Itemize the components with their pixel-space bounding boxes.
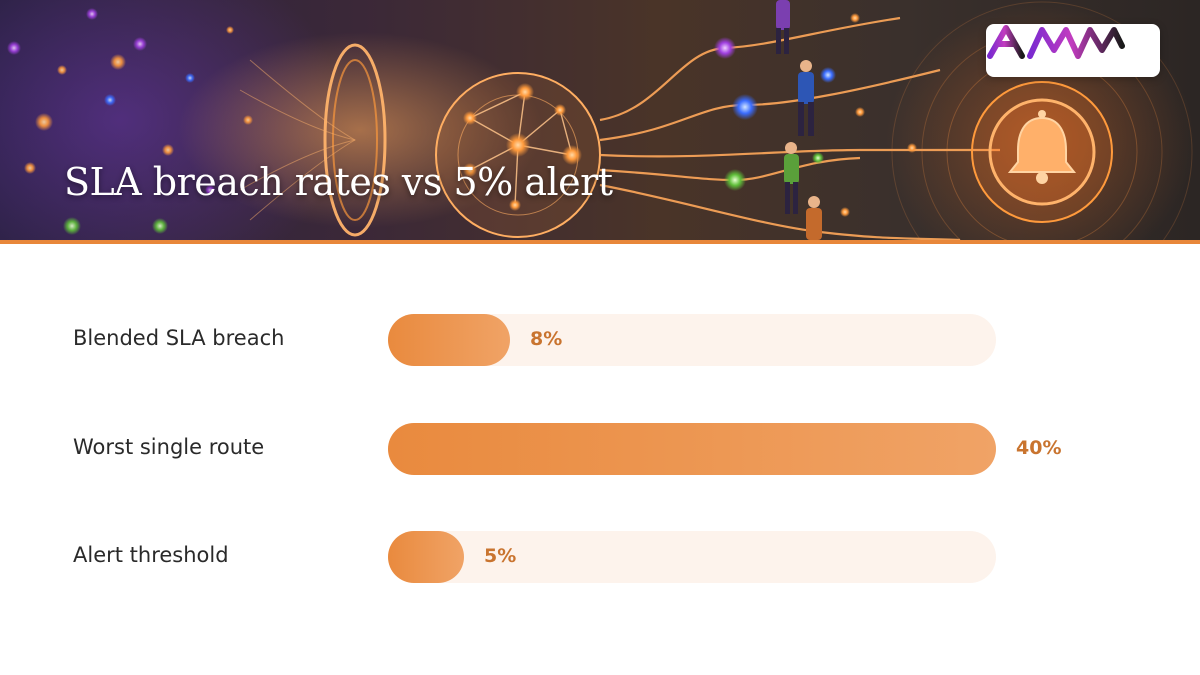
bar-row: Alert threshold 5% bbox=[0, 531, 1200, 583]
banner-illustration bbox=[7, 0, 1193, 240]
bar-label: Worst single route bbox=[73, 435, 265, 459]
bar-fill bbox=[388, 314, 510, 366]
bar-track bbox=[388, 423, 996, 475]
bar-value-label: 40% bbox=[1016, 437, 1062, 459]
header-divider bbox=[0, 240, 1200, 244]
bar-value-label: 8% bbox=[530, 328, 563, 350]
bar-fill bbox=[388, 423, 996, 475]
brand-logo bbox=[986, 24, 1160, 77]
bar-track bbox=[388, 531, 996, 583]
bar-track bbox=[388, 314, 996, 366]
bar-label: Blended SLA breach bbox=[73, 326, 285, 350]
bar-row: Blended SLA breach 8% bbox=[0, 314, 1200, 366]
bar-value-label: 5% bbox=[484, 545, 517, 567]
page-title: SLA breach rates vs 5% alert bbox=[64, 160, 613, 204]
bar-label: Alert threshold bbox=[73, 543, 229, 567]
logo-mark-icon bbox=[987, 25, 1125, 59]
bar-row: Worst single route 40% bbox=[0, 423, 1200, 475]
bar-chart: Blended SLA breach 8% Worst single route… bbox=[0, 244, 1200, 675]
bar-fill bbox=[388, 531, 464, 583]
header-banner: SLA breach rates vs 5% alert bbox=[0, 0, 1200, 240]
